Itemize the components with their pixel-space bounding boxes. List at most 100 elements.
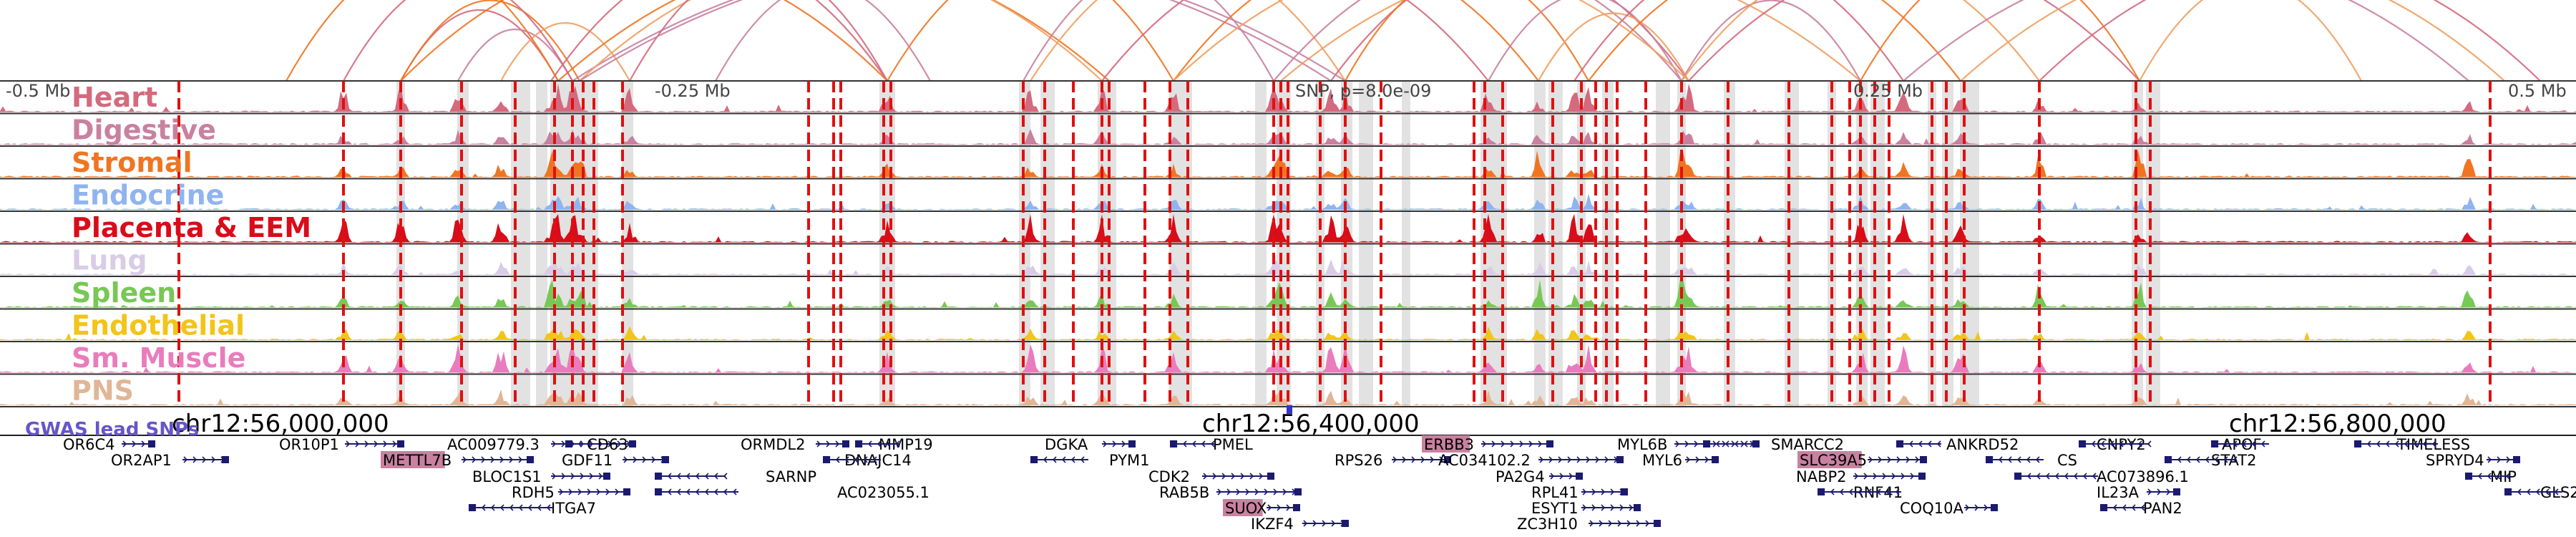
- gene-strand-arrow: [835, 440, 840, 448]
- gene-label: AC023055.1: [837, 484, 930, 501]
- gene-strand-arrow: [499, 456, 504, 463]
- gene-strand-arrow: [2026, 456, 2031, 463]
- loop-arc: [1345, 0, 1589, 82]
- gwas-snp-marker: [1287, 405, 1292, 414]
- gene-strand-arrow: [2545, 488, 2550, 495]
- gene-strand-arrow: [1201, 440, 1206, 448]
- track-label: Placenta & EEM: [72, 212, 311, 243]
- gene-strand-arrow: [1910, 473, 1915, 480]
- gene-exon: [2211, 440, 2218, 448]
- offset-label: 0.5 Mb: [2508, 81, 2567, 101]
- gene-strand-arrow: [2109, 440, 2114, 448]
- gene-strand-arrow: [2404, 440, 2409, 448]
- loop-arc: [400, 0, 888, 82]
- gene-strand-arrow: [1191, 440, 1196, 448]
- track-label: Endothelial: [72, 310, 245, 342]
- loop-arc: [572, 0, 1332, 82]
- gene-label: PA2G4: [1496, 468, 1545, 485]
- gene-strand-arrow: [2554, 488, 2559, 495]
- gene-strand-arrow: [1203, 473, 1208, 480]
- gene-strand-arrow: [2137, 440, 2142, 448]
- gene-strand-arrow: [2205, 456, 2210, 463]
- gene-strand-arrow: [1576, 456, 1581, 463]
- gene-strand-arrow: [872, 456, 877, 463]
- gene-exon: [2100, 504, 2107, 511]
- gene-strand-arrow: [704, 488, 709, 495]
- gene-label: SMARCC2: [1771, 436, 1844, 453]
- gene-strand-arrow: [1331, 520, 1336, 527]
- gene-strand-arrow: [1249, 473, 1254, 480]
- gene-strand-arrow: [2195, 456, 2200, 463]
- gene-strand-arrow: [1070, 456, 1075, 463]
- gene-exon: [2014, 473, 2021, 480]
- gene-highlight: [1422, 435, 1470, 453]
- gene-strand-arrow: [1882, 473, 1887, 480]
- gene-strand-arrow: [2517, 488, 2522, 495]
- gene-strand-arrow: [1420, 456, 1425, 463]
- gene-strand-arrow: [1510, 440, 1515, 448]
- gene-label: OR2AP1: [111, 452, 172, 469]
- gene-exon: [2513, 456, 2520, 463]
- gene-strand-arrow: [1402, 456, 1407, 463]
- gene-strand-arrow: [2140, 504, 2145, 511]
- snp-label: SNP, p=8.0e-09: [1295, 81, 1431, 101]
- gene-exon: [397, 440, 404, 448]
- gene-strand-arrow: [1491, 440, 1496, 448]
- gene-strand-arrow: [1734, 440, 1739, 448]
- track-label: Heart: [72, 82, 157, 113]
- gene-strand-arrow: [1863, 473, 1868, 480]
- gene-label: IKZF4: [1251, 516, 1294, 533]
- gene-strand-arrow: [1286, 504, 1291, 511]
- gene-exon: [1030, 456, 1038, 463]
- snp-marker-lines: [177, 81, 2492, 407]
- gene-strand-arrow: [1582, 488, 1587, 495]
- gene-label: ANKRD52: [1946, 436, 2019, 453]
- gene-exon: [1444, 456, 1451, 463]
- gene-label: IL23A: [2097, 484, 2140, 501]
- gene-strand-arrow: [2177, 456, 2182, 463]
- gene-label: MYL6: [1642, 452, 1682, 469]
- gene-strand-arrow: [518, 456, 523, 463]
- gene-strand-arrow: [587, 440, 592, 448]
- gene-label: GDF11: [562, 452, 613, 469]
- gene-strand-arrow: [1839, 488, 1844, 495]
- track-label: PNS: [72, 375, 134, 407]
- gene-strand-arrow: [2496, 473, 2501, 480]
- gene-strand-arrow: [580, 473, 585, 480]
- gene-strand-arrow: [2233, 440, 2238, 448]
- gene-exon: [1818, 488, 1825, 495]
- gene-strand-arrow: [1112, 440, 1117, 448]
- loop-arc: [1273, 0, 1682, 82]
- gene-strand-arrow: [183, 456, 188, 463]
- gene-strand-arrow: [577, 440, 582, 448]
- gene-strand-arrow: [1061, 456, 1066, 463]
- gene-strand-arrow: [1559, 473, 1564, 480]
- gene-strand-arrow: [122, 440, 127, 448]
- loop-arc: [715, 0, 931, 82]
- gene-strand-arrow: [2122, 504, 2127, 511]
- gene-strand-arrow: [570, 473, 575, 480]
- gene-strand-arrow: [667, 488, 672, 495]
- gene-strand-arrow: [1724, 440, 1729, 448]
- gene-strand-arrow: [2242, 440, 2247, 448]
- gene-strand-arrow: [1267, 504, 1272, 511]
- gene-exon: [823, 456, 830, 463]
- gene-strand-arrow: [2422, 440, 2427, 448]
- gene-strand-arrow: [2535, 488, 2540, 495]
- gene-exon: [2504, 488, 2512, 495]
- gene-strand-arrow: [1610, 504, 1615, 511]
- gene-exon: [1546, 440, 1553, 448]
- gene-strand-arrow: [1589, 520, 1594, 527]
- gene-strand-arrow: [1830, 488, 1835, 495]
- gene-strand-arrow: [1392, 456, 1397, 463]
- gene-label: ERBB3: [1424, 436, 1474, 453]
- track-label: Sm. Muscle: [72, 342, 245, 374]
- gene-strand-arrow: [1539, 456, 1544, 463]
- gene-strand-arrow: [615, 488, 620, 495]
- gene-strand-arrow: [617, 440, 622, 448]
- gene-strand-arrow: [863, 456, 868, 463]
- gene-strand-arrow: [886, 440, 891, 448]
- gene-strand-arrow: [1538, 440, 1543, 448]
- gene-strand-arrow: [490, 504, 495, 511]
